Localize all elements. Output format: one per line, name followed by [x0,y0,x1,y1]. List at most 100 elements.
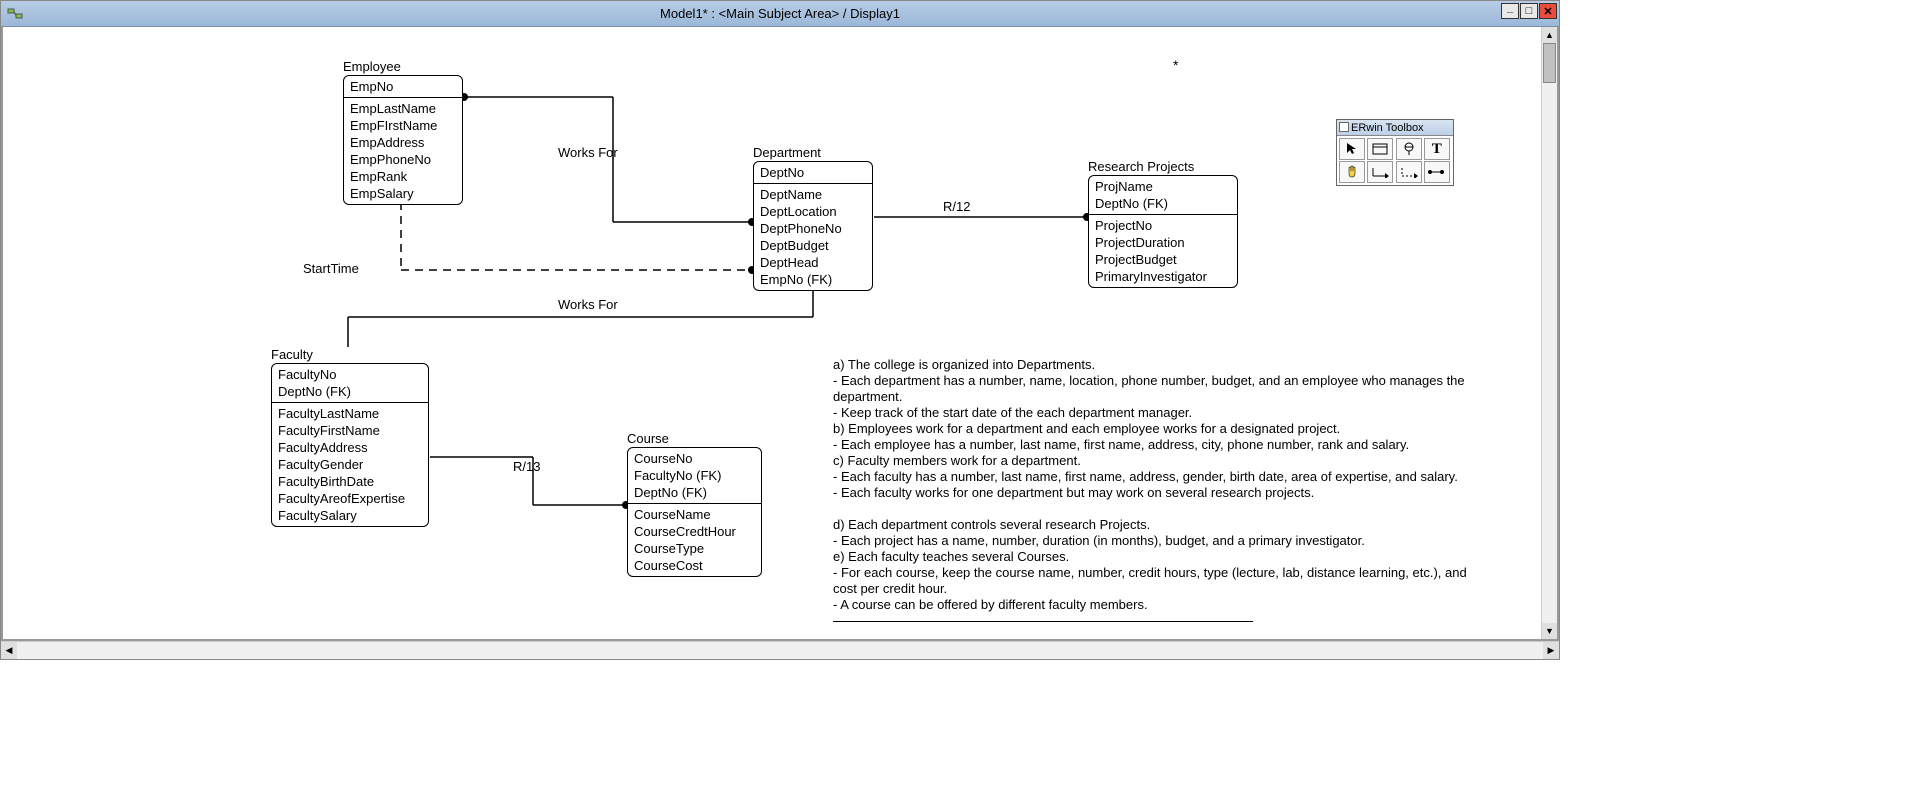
note-line: department. [833,389,1533,405]
tool-pointer[interactable] [1339,138,1365,160]
scroll-thumb-v[interactable] [1543,43,1556,83]
entity-pk-section: DeptNo [754,162,872,184]
attr: PrimaryInvestigator [1095,268,1231,285]
toolbox-title: ERwin Toolbox [1337,120,1453,136]
entity-pk-section: FacultyNoDeptNo (FK) [272,364,428,403]
entity-attrs-section: EmpLastNameEmpFIrstNameEmpAddressEmpPhon… [344,98,462,204]
tool-text[interactable]: T [1424,138,1450,160]
note-line: - Each faculty works for one department … [833,485,1533,501]
note-line: - Each project has a name, number, durat… [833,533,1533,549]
attr: CourseCost [634,557,755,574]
attr: CourseType [634,540,755,557]
note-line: - Each faculty has a number, last name, … [833,469,1533,485]
entity-title: Faculty [271,347,429,363]
scroll-right-arrow[interactable]: ▶ [1543,642,1559,659]
pk-attr: DeptNo (FK) [634,484,755,501]
entity-title: Research Projects [1088,159,1238,175]
maximize-button[interactable]: □ [1520,3,1538,19]
note-line: - A course can be offered by different f… [833,597,1533,613]
tool-entity[interactable] [1367,138,1393,160]
attr: EmpLastName [350,100,456,117]
label-r12: R/12 [943,199,970,214]
attr: EmpRank [350,168,456,185]
horizontal-scrollbar[interactable]: ◀ ▶ [1,641,1559,659]
note-line: c) Faculty members work for a department… [833,453,1533,469]
entity-box: DeptNoDeptNameDeptLocationDeptPhoneNoDep… [753,161,873,291]
note-line: - Each department has a number, name, lo… [833,373,1533,389]
entity-box: FacultyNoDeptNo (FK)FacultyLastNameFacul… [271,363,429,527]
attr: DeptHead [760,254,866,271]
diagram-canvas[interactable]: EmployeeEmpNoEmpLastNameEmpFIrstNameEmpA… [3,27,1541,639]
toolbox-grid: T [1337,136,1453,185]
pk-attr: ProjName [1095,178,1231,195]
entity-department[interactable]: DepartmentDeptNoDeptNameDeptLocationDept… [753,145,873,291]
attr: FacultyAreofExpertise [278,490,422,507]
app-window: Model1* : <Main Subject Area> / Display1… [0,0,1560,660]
toolbox-sysmenu-icon[interactable] [1339,122,1349,132]
toolbox-title-text: ERwin Toolbox [1351,122,1424,134]
entity-pk-section: CourseNoFacultyNo (FK)DeptNo (FK) [628,448,761,504]
entity-employee[interactable]: EmployeeEmpNoEmpLastNameEmpFIrstNameEmpA… [343,59,463,205]
pk-attr: FacultyNo (FK) [634,467,755,484]
content-area: EmployeeEmpNoEmpLastNameEmpFIrstNameEmpA… [1,27,1559,641]
tool-subtype[interactable] [1396,138,1422,160]
label-works-for-2: Works For [558,297,618,312]
attr: FacultyFirstName [278,422,422,439]
label-starttime: StartTime [303,261,359,276]
entity-attrs-section: DeptNameDeptLocationDeptPhoneNoDeptBudge… [754,184,872,290]
tool-many-rel[interactable] [1424,161,1450,183]
entity-pk-section: EmpNo [344,76,462,98]
pk-attr: DeptNo (FK) [278,383,422,400]
tool-nonidentifying-rel[interactable] [1396,161,1422,183]
window-title: Model1* : <Main Subject Area> / Display1 [660,6,900,21]
entity-course[interactable]: CourseCourseNoFacultyNo (FK)DeptNo (FK) C… [627,431,762,577]
erwin-toolbox[interactable]: ERwin Toolbox T [1336,119,1454,186]
attr: EmpNo (FK) [760,271,866,288]
window-controls: _ □ ✕ [1501,3,1557,19]
titlebar: Model1* : <Main Subject Area> / Display1… [1,1,1559,27]
entity-attrs-section: ProjectNoProjectDurationProjectBudgetPri… [1089,215,1237,287]
asterisk-marker: * [1173,57,1178,73]
attr: DeptPhoneNo [760,220,866,237]
note-line [833,501,1533,517]
attr: ProjectBudget [1095,251,1231,268]
attr: FacultySalary [278,507,422,524]
vertical-scrollbar[interactable]: ▲ ▼ [1541,27,1557,639]
requirements-notes: a) The college is organized into Departm… [833,357,1533,622]
note-line: b) Employees work for a department and e… [833,421,1533,437]
note-line: - Keep track of the start date of the ea… [833,405,1533,421]
label-works-for-1: Works For [558,145,618,160]
attr: CourseCredtHour [634,523,755,540]
entity-title: Department [753,145,873,161]
note-line: - For each course, keep the course name,… [833,565,1533,581]
pk-attr: FacultyNo [278,366,422,383]
attr: EmpAddress [350,134,456,151]
tool-hand[interactable] [1339,161,1365,183]
notes-underline [833,621,1253,622]
attr: DeptName [760,186,866,203]
entity-box: EmpNoEmpLastNameEmpFIrstNameEmpAddressEm… [343,75,463,205]
tool-identifying-rel[interactable] [1367,161,1393,183]
close-button[interactable]: ✕ [1539,3,1557,19]
minimize-button[interactable]: _ [1501,3,1519,19]
attr: FacultyBirthDate [278,473,422,490]
attr: DeptBudget [760,237,866,254]
entity-faculty[interactable]: FacultyFacultyNoDeptNo (FK)FacultyLastNa… [271,347,429,527]
scroll-left-arrow[interactable]: ◀ [1,642,17,659]
pk-attr: DeptNo (FK) [1095,195,1231,212]
attr: DeptLocation [760,203,866,220]
attr: EmpSalary [350,185,456,202]
entity-title: Employee [343,59,463,75]
attr: CourseName [634,506,755,523]
entity-title: Course [627,431,762,447]
attr: FacultyLastName [278,405,422,422]
scroll-up-arrow[interactable]: ▲ [1542,27,1557,43]
attr: FacultyAddress [278,439,422,456]
entity-research-projects[interactable]: Research Projects ProjNameDeptNo (FK) Proj… [1088,159,1238,288]
app-icon [5,4,25,24]
note-line: a) The college is organized into Departm… [833,357,1533,373]
attr: EmpPhoneNo [350,151,456,168]
attr: ProjectNo [1095,217,1231,234]
scroll-down-arrow[interactable]: ▼ [1542,623,1557,639]
note-line: - Each employee has a number, last name,… [833,437,1533,453]
